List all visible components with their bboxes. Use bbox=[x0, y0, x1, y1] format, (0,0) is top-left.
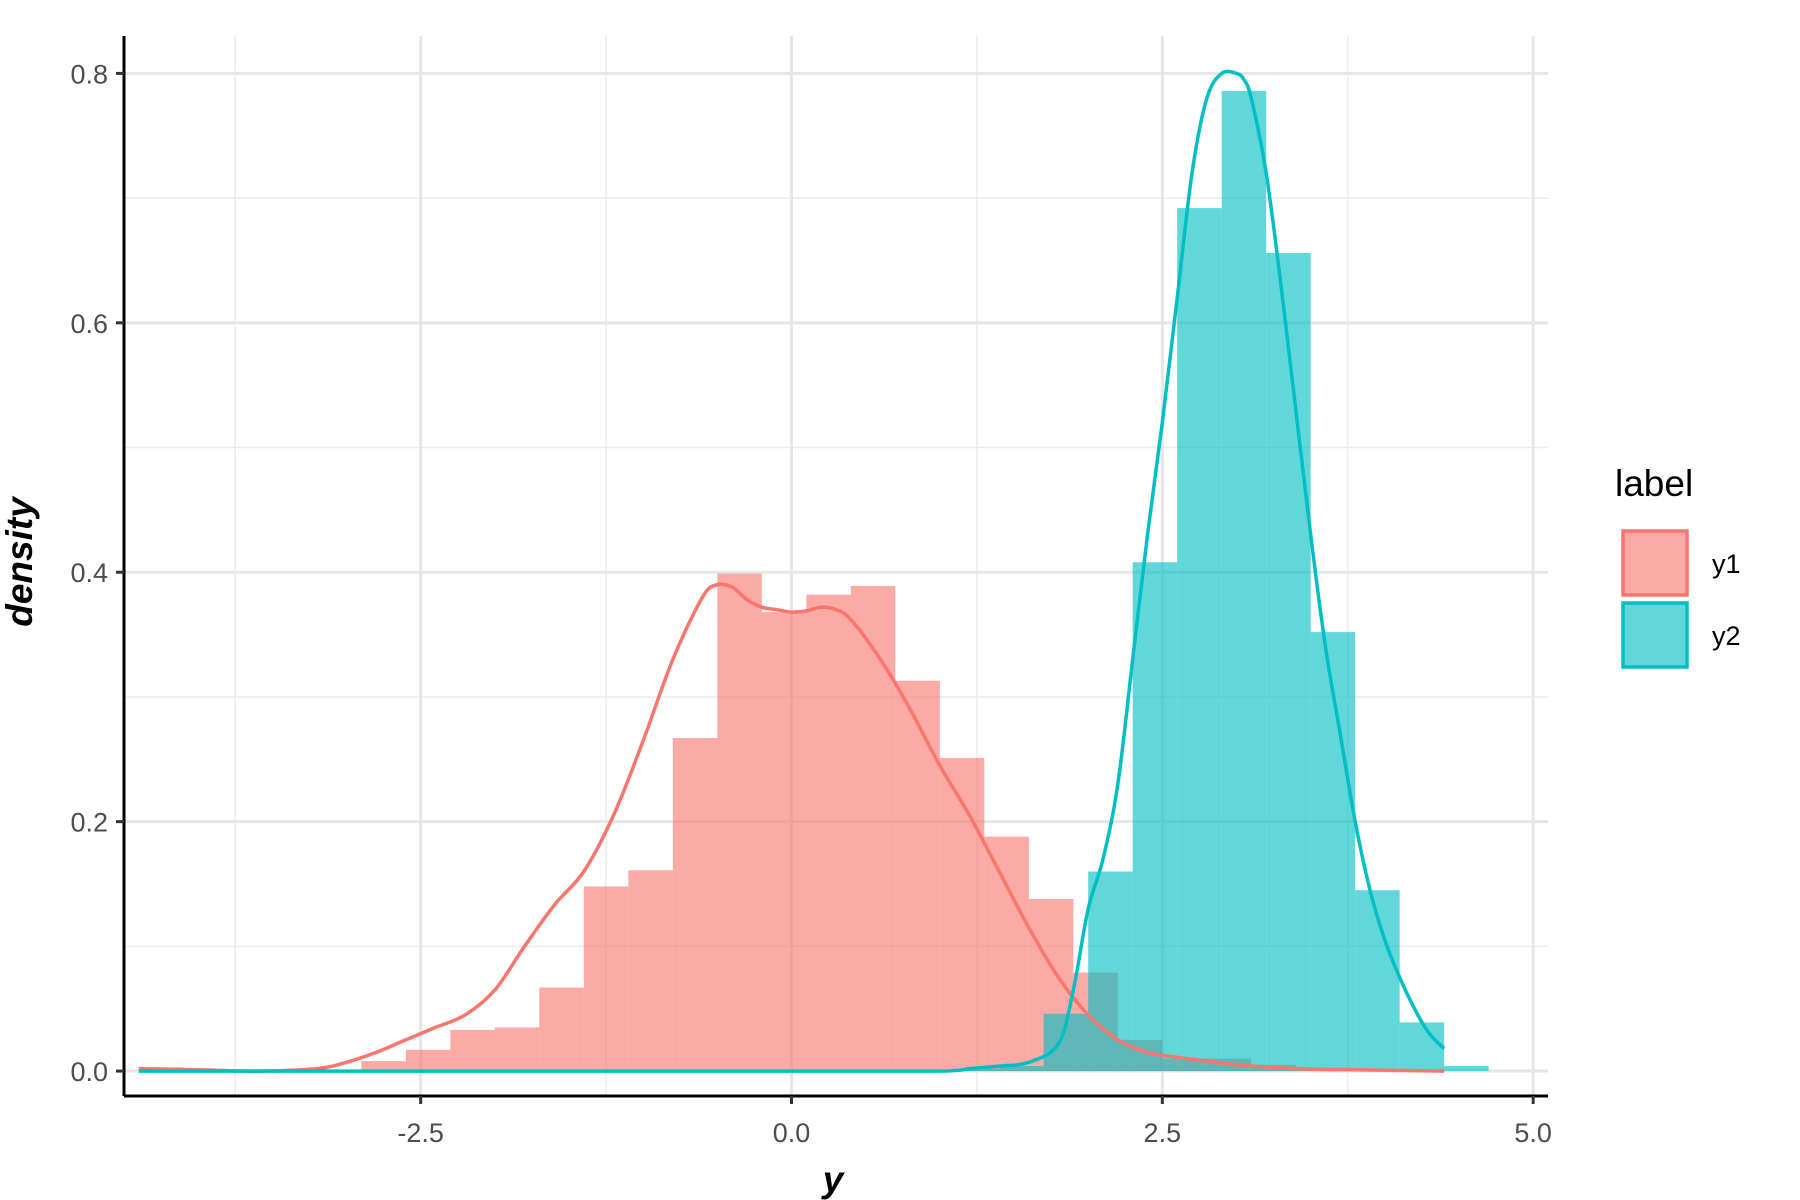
y-tick-label: 0.2 bbox=[70, 808, 108, 838]
histogram-bar-y1 bbox=[806, 594, 851, 1072]
histogram-bar-y2 bbox=[1177, 208, 1222, 1072]
histogram-bar-y2 bbox=[1310, 632, 1356, 1072]
histogram-bar-y1 bbox=[672, 738, 718, 1072]
histogram-bar-y1 bbox=[405, 1049, 451, 1072]
density-curve-y2 bbox=[138, 69, 1446, 1074]
histogram-bar-y2 bbox=[1399, 1022, 1445, 1072]
histogram-bar-y1 bbox=[984, 836, 1029, 1072]
histogram-bar-y1 bbox=[361, 1061, 406, 1072]
histogram-bar-y2 bbox=[1088, 871, 1133, 1072]
histogram-y2 bbox=[954, 90, 1489, 1072]
x-tick-label: 5.0 bbox=[1514, 1118, 1552, 1148]
histogram-bar-y1 bbox=[494, 1027, 540, 1072]
legend-title: label bbox=[1615, 463, 1693, 504]
histogram-bar-y1 bbox=[850, 585, 896, 1072]
legend-key-y1 bbox=[1621, 529, 1689, 597]
y-tick-label: 0.0 bbox=[70, 1057, 108, 1087]
density-curves bbox=[138, 69, 1446, 1074]
legend-key-y2 bbox=[1621, 601, 1689, 669]
histogram-bar-y1 bbox=[628, 870, 673, 1072]
histogram-bar-y2 bbox=[999, 1066, 1044, 1072]
legend: label y1 y2 bbox=[1615, 463, 1741, 669]
histogram-bar-y1 bbox=[761, 612, 807, 1072]
histogram-bar-y1 bbox=[450, 1029, 495, 1072]
histogram-bar-y2 bbox=[1266, 252, 1311, 1072]
x-tick-label: 0.0 bbox=[773, 1118, 811, 1148]
density-curve-y1 bbox=[138, 582, 1445, 1073]
y-tick-label: 0.6 bbox=[70, 309, 108, 339]
histogram-bar-y1 bbox=[583, 886, 629, 1072]
histogram-bar-y2 bbox=[1444, 1066, 1489, 1072]
histogram-bar-y1 bbox=[539, 987, 584, 1072]
histogram-bar-y1 bbox=[717, 573, 762, 1072]
x-tick-label: -2.5 bbox=[397, 1118, 444, 1148]
y-tick-label: 0.4 bbox=[70, 558, 108, 588]
axes: -2.5 0.0 2.5 5.0 0.0 0.2 0.4 0.6 0.8 bbox=[70, 36, 1552, 1148]
histogram-bar-y2 bbox=[1132, 562, 1178, 1072]
y-axis-title: density bbox=[0, 495, 40, 627]
legend-label-y2: y2 bbox=[1712, 621, 1741, 651]
legend-label-y1: y1 bbox=[1712, 549, 1741, 579]
x-axis-title: y bbox=[821, 1159, 846, 1200]
histogram-bar-y2 bbox=[1221, 90, 1267, 1072]
histogram-bar-y1 bbox=[939, 758, 985, 1072]
histogram-y1 bbox=[138, 573, 1430, 1072]
x-tick-label: 2.5 bbox=[1144, 1118, 1182, 1148]
y-tick-label: 0.8 bbox=[70, 59, 108, 89]
histogram-bar-y2 bbox=[954, 1068, 1000, 1072]
histogram-bar-y1 bbox=[895, 680, 940, 1072]
